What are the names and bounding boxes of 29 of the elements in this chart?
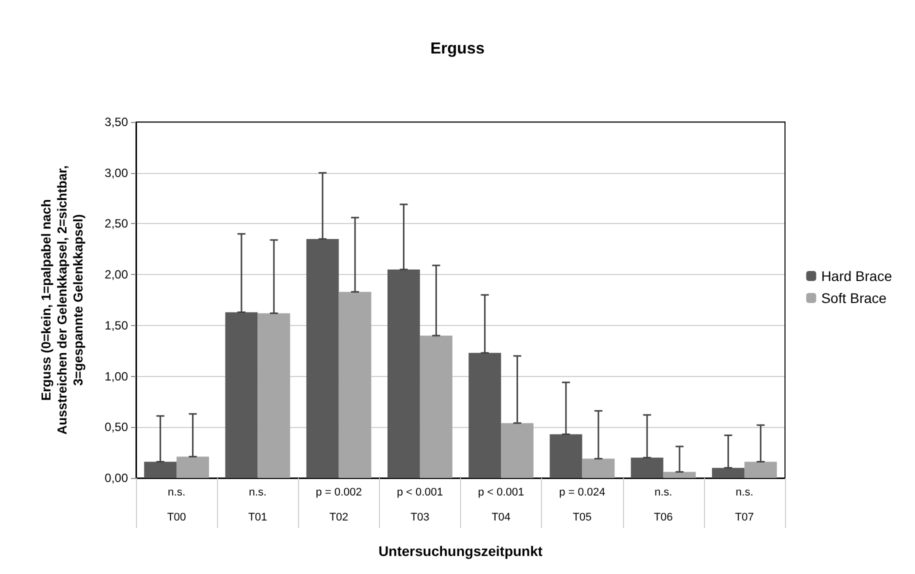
x-tick-label: T06	[654, 512, 673, 524]
y-tick-label: 1,00	[104, 369, 128, 384]
text: p < 0.001	[478, 486, 524, 498]
legend-label: Soft Brace	[821, 290, 887, 306]
y-tick-label: 1,50	[104, 318, 128, 332]
text: p < 0.001	[396, 486, 444, 498]
y-axis-title: Erguss (0=kein, 1=palpabel nach Ausstreichen der Gelenkkapsel, 2=sichtbar, 3=gespannte Gelenkkapsel)	[38, 165, 86, 435]
y-tick-label: 2,00	[104, 268, 128, 282]
x-tick-label: T01	[248, 512, 268, 524]
y-tick-label: 0,00	[104, 471, 128, 485]
chart-title: Erguss	[430, 40, 485, 58]
text: n.s.	[654, 486, 672, 498]
y-tick-label: 3,50	[104, 115, 128, 129]
text: n.s.	[168, 486, 186, 498]
x-tick-label: T03	[410, 512, 430, 524]
text: p = 0.002	[316, 486, 362, 498]
y-tick-label: 3,00	[104, 166, 128, 180]
x-axis-title: Untersuchungszeitpunkt	[378, 543, 543, 559]
x-tick-label: T07	[734, 512, 754, 524]
x-tick-label: T05	[572, 512, 592, 524]
legend-label: Hard Brace	[821, 268, 892, 284]
x-tick-label: T00	[167, 512, 186, 524]
x-tick-label: T04	[492, 512, 511, 524]
y-tick-label: 0,50	[104, 420, 128, 434]
text: n.s.	[736, 486, 754, 498]
text: n.s.	[248, 486, 267, 498]
text: p = 0.024	[559, 486, 606, 498]
x-tick-label: T02	[329, 512, 348, 524]
y-tick-label: 2,50	[104, 216, 128, 231]
